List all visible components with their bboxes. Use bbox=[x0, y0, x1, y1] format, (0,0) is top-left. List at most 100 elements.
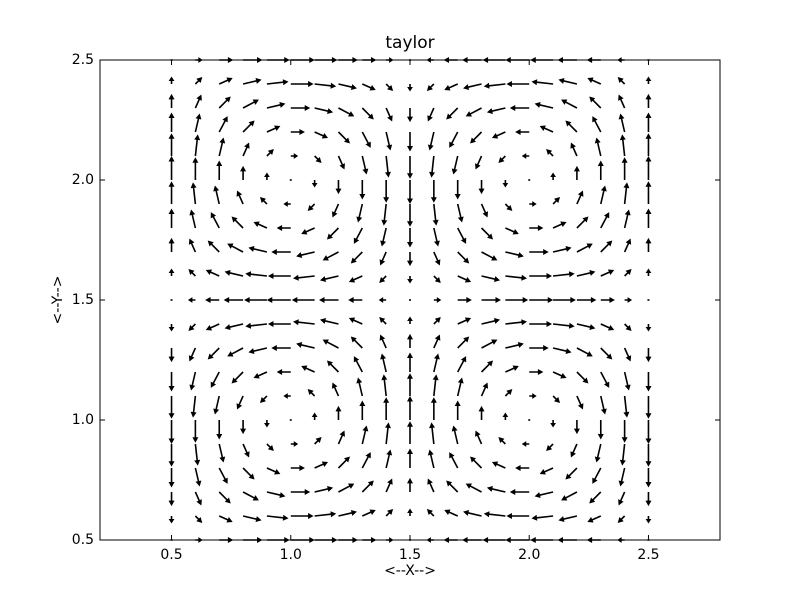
arrow bbox=[266, 79, 289, 86]
arrow bbox=[407, 373, 413, 396]
arrow bbox=[456, 203, 464, 223]
arrow bbox=[242, 515, 262, 522]
arrow bbox=[194, 443, 201, 466]
arrow bbox=[314, 437, 322, 445]
arrow bbox=[210, 371, 220, 388]
arrow bbox=[446, 480, 459, 493]
arrow bbox=[463, 510, 482, 517]
arrow bbox=[266, 443, 274, 451]
arrow bbox=[296, 342, 315, 349]
arrow bbox=[645, 420, 652, 444]
arrow bbox=[534, 491, 554, 498]
arrow bbox=[576, 323, 596, 330]
arrow bbox=[565, 467, 578, 480]
arrow bbox=[350, 336, 363, 349]
arrow bbox=[266, 297, 291, 303]
arrow bbox=[621, 420, 628, 443]
arrow bbox=[509, 105, 530, 111]
arrow bbox=[433, 275, 441, 283]
arrow bbox=[550, 172, 556, 180]
arrow bbox=[483, 511, 506, 518]
arrow bbox=[289, 179, 292, 181]
arrow bbox=[331, 203, 340, 218]
arrow bbox=[218, 116, 228, 133]
arrow bbox=[645, 444, 652, 467]
arrow bbox=[224, 270, 244, 277]
arrow bbox=[481, 275, 501, 282]
arrow bbox=[619, 134, 626, 157]
arrow bbox=[380, 353, 387, 373]
arrow bbox=[433, 317, 441, 325]
arrow bbox=[384, 155, 391, 178]
arrow bbox=[242, 491, 259, 501]
arrow bbox=[218, 491, 231, 504]
arrow bbox=[170, 299, 173, 301]
arrow bbox=[407, 84, 413, 92]
arrow bbox=[456, 227, 467, 244]
arrow bbox=[505, 365, 519, 373]
arrow bbox=[618, 94, 626, 109]
arrow bbox=[207, 347, 220, 360]
x-tick-label: 1.5 bbox=[399, 547, 421, 563]
arrow bbox=[592, 467, 602, 484]
arrow bbox=[600, 347, 613, 360]
arrow bbox=[426, 83, 435, 91]
arrow bbox=[314, 107, 334, 114]
arrow bbox=[539, 125, 554, 133]
arrow bbox=[594, 443, 602, 463]
arrow bbox=[645, 516, 652, 524]
arrow bbox=[465, 107, 482, 117]
arrow bbox=[589, 491, 602, 504]
arrow bbox=[407, 276, 413, 284]
arrow bbox=[240, 420, 247, 435]
arrow bbox=[561, 99, 578, 109]
arrow bbox=[337, 430, 345, 445]
arrow bbox=[619, 443, 626, 466]
arrow bbox=[509, 489, 530, 495]
arrow bbox=[528, 419, 531, 421]
arrow bbox=[210, 212, 220, 229]
arrow bbox=[380, 227, 387, 247]
arrow bbox=[271, 249, 291, 255]
arrow bbox=[457, 317, 472, 325]
arrow bbox=[359, 400, 366, 420]
arrow bbox=[600, 323, 615, 331]
arrow bbox=[194, 77, 203, 85]
arrow bbox=[600, 297, 615, 303]
arrow bbox=[600, 240, 613, 253]
arrow bbox=[531, 79, 554, 86]
arrow bbox=[576, 297, 597, 303]
arrow bbox=[353, 356, 364, 373]
arrow bbox=[456, 356, 467, 373]
arrow bbox=[379, 251, 387, 266]
arrow bbox=[623, 182, 630, 205]
arrow bbox=[433, 227, 440, 247]
arrow bbox=[645, 181, 652, 204]
arrow bbox=[361, 155, 369, 175]
arrow bbox=[291, 297, 315, 303]
arrow bbox=[552, 347, 572, 354]
arrow bbox=[505, 251, 524, 258]
arrow bbox=[480, 227, 494, 240]
arrow bbox=[205, 269, 220, 277]
arrow bbox=[240, 165, 247, 180]
arrow bbox=[266, 149, 274, 157]
arrow bbox=[623, 347, 632, 362]
arrow bbox=[432, 203, 439, 226]
arrow bbox=[546, 149, 554, 157]
arrow bbox=[553, 297, 576, 303]
arrow bbox=[576, 270, 596, 277]
arrow bbox=[407, 333, 413, 348]
arrow bbox=[361, 425, 369, 445]
arrow bbox=[385, 131, 393, 151]
arrow bbox=[213, 395, 221, 415]
arrow bbox=[290, 153, 299, 159]
arrow bbox=[168, 348, 175, 363]
arrow bbox=[576, 216, 589, 229]
arrow bbox=[216, 160, 223, 180]
arrow bbox=[290, 441, 299, 447]
arrow bbox=[480, 203, 489, 218]
arrow bbox=[478, 180, 485, 195]
arrow bbox=[383, 180, 390, 203]
arrow bbox=[381, 374, 388, 397]
